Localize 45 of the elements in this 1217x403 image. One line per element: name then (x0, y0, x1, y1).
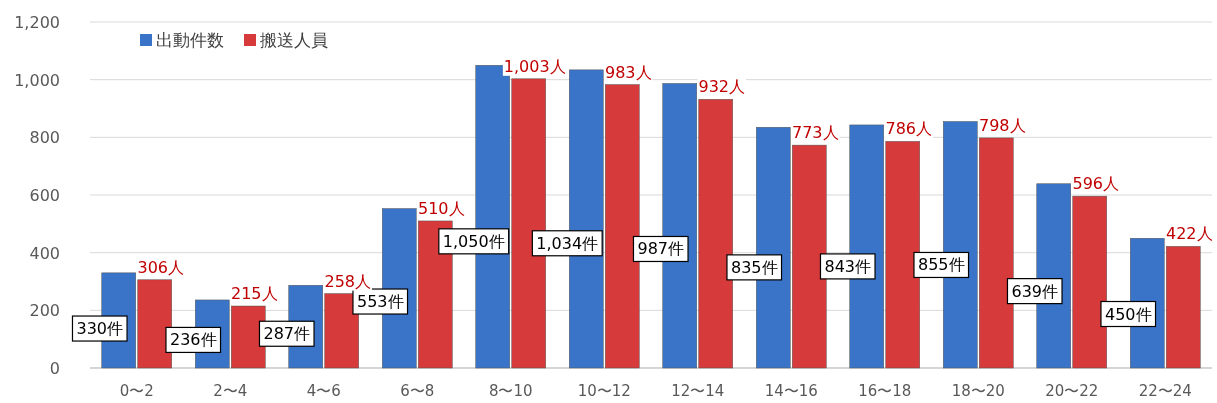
y-tick-label: 1,200 (14, 13, 60, 32)
data-label: 450件 (1104, 304, 1152, 324)
data-label: 422人 (1165, 224, 1213, 244)
data-label: 1,034件 (536, 233, 599, 253)
legend-label: 出動件数 (156, 30, 224, 50)
y-tick-label: 1,000 (14, 70, 60, 90)
y-tick-label: 0 (49, 359, 60, 378)
y-tick-label: 400 (29, 243, 60, 263)
data-label: 798人 (978, 115, 1026, 135)
x-tick-label: 0〜2 (119, 382, 154, 400)
x-tick-label: 6〜8 (400, 382, 435, 400)
x-tick-label: 16〜18 (858, 382, 912, 400)
y-tick-label: 200 (29, 301, 60, 321)
data-label: 843件 (824, 256, 872, 276)
x-tick-label: 20〜22 (1045, 382, 1099, 400)
data-label: 258人 (324, 271, 372, 291)
x-tick-label: 10〜12 (577, 382, 631, 400)
data-label: 215人 (230, 284, 278, 304)
data-label: 987件 (637, 239, 685, 259)
data-label: 596人 (1072, 174, 1120, 194)
data-label: 236件 (169, 330, 217, 350)
data-label: 835件 (730, 257, 778, 277)
y-tick-label: 800 (29, 128, 60, 148)
data-label: 639件 (1011, 281, 1059, 301)
data-label: 287件 (263, 324, 311, 344)
data-label: 1,003人 (503, 56, 566, 76)
x-tick-label: 12〜14 (671, 382, 725, 400)
x-tick-label: 18〜20 (951, 382, 1005, 400)
data-label: 1,050件 (442, 231, 505, 251)
data-label: 773人 (791, 123, 839, 143)
data-label: 330件 (76, 319, 124, 339)
data-label: 306人 (137, 257, 185, 277)
x-tick-label: 2〜4 (213, 382, 248, 400)
data-label: 553件 (356, 292, 404, 312)
data-label: 855件 (917, 255, 965, 275)
legend-label: 搬送人員 (260, 30, 328, 50)
y-tick-label: 600 (29, 186, 60, 205)
x-tick-label: 4〜6 (306, 382, 341, 400)
data-label: 983人 (604, 62, 652, 82)
data-label: 932人 (698, 77, 746, 97)
x-tick-label: 22〜24 (1138, 382, 1192, 400)
x-tick-label: 14〜16 (764, 382, 818, 400)
x-tick-label: 8〜10 (488, 382, 533, 400)
data-label: 786人 (885, 119, 933, 139)
data-label: 510人 (417, 198, 465, 218)
